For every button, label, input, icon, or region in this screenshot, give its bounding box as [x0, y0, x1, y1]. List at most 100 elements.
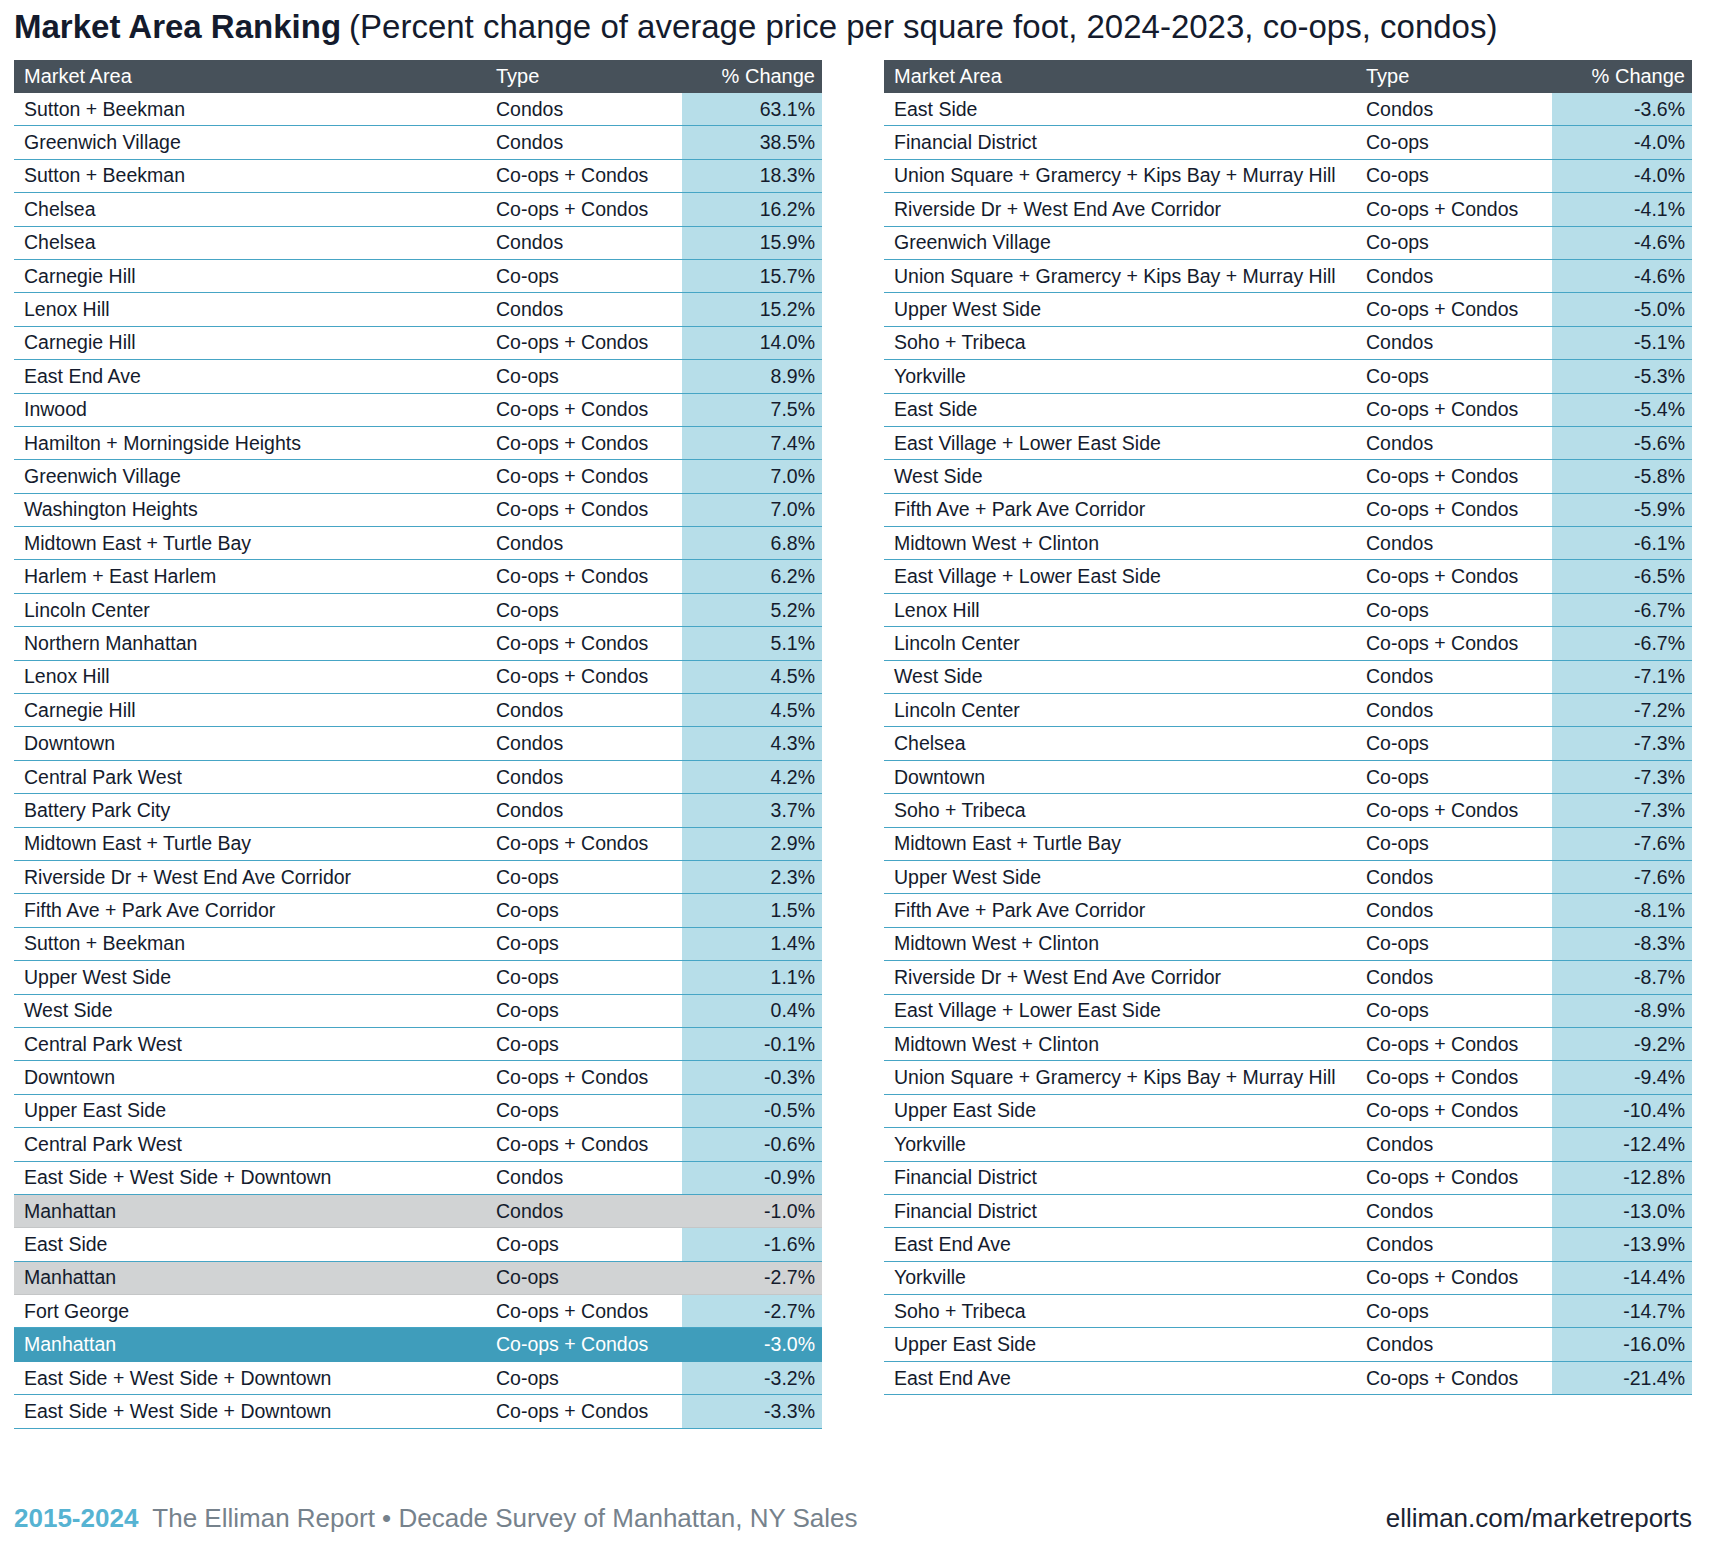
type-cell: Condos	[1366, 327, 1552, 359]
table-row: Union Square + Gramercy + Kips Bay + Mur…	[884, 260, 1692, 293]
table-row: Midtown West + ClintonCo-ops + Condos-9.…	[884, 1028, 1692, 1061]
table-row: Sutton + BeekmanCondos63.1%	[14, 93, 822, 126]
ranking-table-right: Market Area Type % Change East SideCondo…	[884, 60, 1692, 1429]
market-area-cell: Midtown West + Clinton	[884, 1028, 1366, 1060]
change-cell: 6.8%	[682, 527, 822, 559]
change-cell: -7.2%	[1552, 694, 1692, 726]
change-cell: -7.1%	[1552, 661, 1692, 693]
market-area-cell: Carnegie Hill	[14, 260, 496, 292]
type-cell: Co-ops + Condos	[496, 460, 682, 492]
table-body: East SideCondos-3.6%Financial DistrictCo…	[884, 93, 1692, 1395]
change-cell: 7.4%	[682, 427, 822, 459]
market-area-cell: Lincoln Center	[884, 627, 1366, 659]
type-cell: Co-ops + Condos	[496, 327, 682, 359]
table-row: Greenwich VillageCo-ops + Condos7.0%	[14, 460, 822, 493]
table-row: Financial DistrictCondos-13.0%	[884, 1195, 1692, 1228]
change-cell: -8.9%	[1552, 995, 1692, 1027]
change-cell: -5.8%	[1552, 460, 1692, 492]
type-cell: Condos	[1366, 427, 1552, 459]
table-row: Fort GeorgeCo-ops + Condos-2.7%	[14, 1295, 822, 1328]
footer-marketreports-link[interactable]: elliman.com/marketreports	[1386, 1503, 1692, 1534]
table-row: Midtown West + ClintonCondos-6.1%	[884, 527, 1692, 560]
table-row: Northern ManhattanCo-ops + Condos5.1%	[14, 627, 822, 660]
type-cell: Co-ops + Condos	[1366, 293, 1552, 325]
market-area-cell: Greenwich Village	[884, 227, 1366, 259]
change-cell: 8.9%	[682, 360, 822, 392]
table-row: East Village + Lower East SideCo-ops + C…	[884, 560, 1692, 593]
change-cell: -21.4%	[1552, 1362, 1692, 1394]
change-cell: -0.5%	[682, 1095, 822, 1127]
market-area-cell: Downtown	[884, 761, 1366, 793]
market-area-cell: East End Ave	[14, 360, 496, 392]
title-main: Market Area Ranking	[14, 8, 341, 45]
change-cell: -8.1%	[1552, 894, 1692, 926]
table-row: East Side + West Side + DowntownCondos-0…	[14, 1162, 822, 1195]
table-row: ChelseaCo-ops + Condos16.2%	[14, 193, 822, 226]
table-row: East End AveCondos-13.9%	[884, 1228, 1692, 1261]
type-cell: Co-ops	[496, 1262, 682, 1294]
type-cell: Co-ops + Condos	[496, 1328, 682, 1360]
table-row: YorkvilleCondos-12.4%	[884, 1128, 1692, 1161]
type-cell: Co-ops	[1366, 227, 1552, 259]
change-cell: -7.3%	[1552, 761, 1692, 793]
market-area-cell: Chelsea	[14, 227, 496, 259]
table-row: Upper East SideCondos-16.0%	[884, 1328, 1692, 1361]
change-cell: -4.1%	[1552, 193, 1692, 225]
change-cell: 1.4%	[682, 928, 822, 960]
table-row: Battery Park CityCondos3.7%	[14, 794, 822, 827]
change-cell: -14.7%	[1552, 1295, 1692, 1327]
type-cell: Condos	[496, 93, 682, 125]
type-cell: Co-ops	[496, 928, 682, 960]
type-cell: Co-ops + Condos	[1366, 494, 1552, 526]
table-row: Washington HeightsCo-ops + Condos7.0%	[14, 494, 822, 527]
market-area-cell: Manhattan	[14, 1262, 496, 1294]
table-row: DowntownCo-ops-7.3%	[884, 761, 1692, 794]
type-cell: Condos	[1366, 527, 1552, 559]
change-cell: -4.6%	[1552, 227, 1692, 259]
change-cell: -6.5%	[1552, 560, 1692, 592]
table-row: Lenox HillCondos15.2%	[14, 293, 822, 326]
market-area-cell: Upper West Side	[884, 861, 1366, 893]
table-row: Midtown West + ClintonCo-ops-8.3%	[884, 928, 1692, 961]
table-row: Financial DistrictCo-ops + Condos-12.8%	[884, 1162, 1692, 1195]
type-cell: Co-ops + Condos	[496, 394, 682, 426]
table-row: East Side + West Side + DowntownCo-ops-3…	[14, 1362, 822, 1395]
market-area-cell: Upper East Side	[884, 1328, 1366, 1360]
change-cell: -3.3%	[682, 1395, 822, 1427]
change-cell: 18.3%	[682, 160, 822, 192]
market-area-cell: Lenox Hill	[14, 293, 496, 325]
change-cell: -5.3%	[1552, 360, 1692, 392]
market-area-cell: Riverside Dr + West End Ave Corridor	[14, 861, 496, 893]
table-row: ManhattanCo-ops + Condos-3.0%	[14, 1328, 822, 1361]
change-cell: -8.3%	[1552, 928, 1692, 960]
table-row: Fifth Ave + Park Ave CorridorCo-ops + Co…	[884, 494, 1692, 527]
column-header-change: % Change	[1552, 65, 1692, 88]
type-cell: Co-ops + Condos	[496, 661, 682, 693]
table-row: Lincoln CenterCo-ops + Condos-6.7%	[884, 627, 1692, 660]
market-area-cell: Fifth Ave + Park Ave Corridor	[884, 494, 1366, 526]
market-area-cell: Yorkville	[884, 1262, 1366, 1294]
type-cell: Co-ops + Condos	[496, 1395, 682, 1427]
type-cell: Condos	[496, 761, 682, 793]
change-cell: -5.6%	[1552, 427, 1692, 459]
market-area-cell: Midtown West + Clinton	[884, 928, 1366, 960]
type-cell: Condos	[1366, 961, 1552, 993]
table-row: Riverside Dr + West End Ave CorridorCo-o…	[14, 861, 822, 894]
market-area-cell: Soho + Tribeca	[884, 327, 1366, 359]
table-row: Financial DistrictCo-ops-4.0%	[884, 126, 1692, 159]
type-cell: Co-ops	[1366, 160, 1552, 192]
table-row: West SideCo-ops0.4%	[14, 995, 822, 1028]
type-cell: Co-ops + Condos	[496, 627, 682, 659]
table-row: YorkvilleCo-ops-5.3%	[884, 360, 1692, 393]
change-cell: -3.6%	[1552, 93, 1692, 125]
type-cell: Co-ops + Condos	[1366, 1061, 1552, 1093]
table-row: Greenwich VillageCondos38.5%	[14, 126, 822, 159]
change-cell: 15.7%	[682, 260, 822, 292]
change-cell: -16.0%	[1552, 1328, 1692, 1360]
type-cell: Co-ops + Condos	[1366, 1028, 1552, 1060]
change-cell: -7.3%	[1552, 794, 1692, 826]
market-area-cell: Central Park West	[14, 761, 496, 793]
change-cell: -5.0%	[1552, 293, 1692, 325]
market-area-cell: Manhattan	[14, 1328, 496, 1360]
change-cell: -1.6%	[682, 1228, 822, 1260]
